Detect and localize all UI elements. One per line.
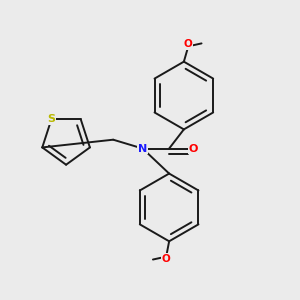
Text: N: N [138,143,147,154]
Text: O: O [162,254,171,264]
Text: O: O [184,39,193,49]
Text: S: S [47,114,56,124]
Text: O: O [189,143,198,154]
